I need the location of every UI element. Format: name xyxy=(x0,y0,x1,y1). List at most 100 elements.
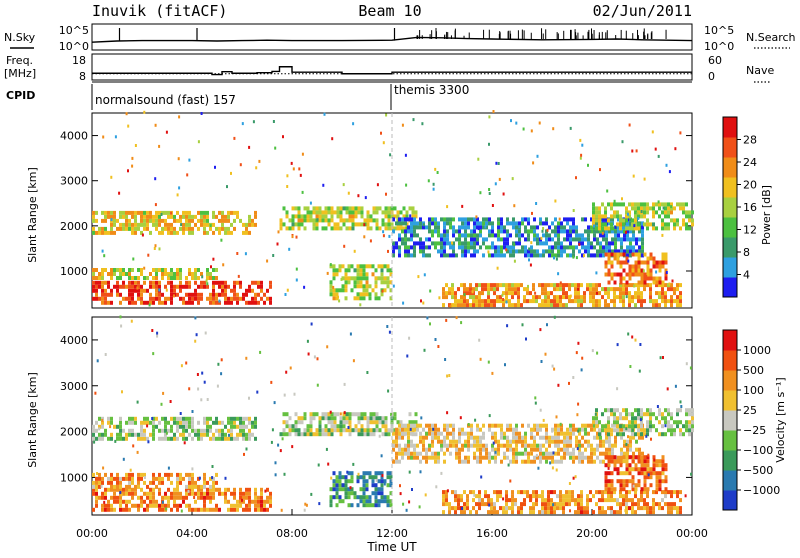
range-cell xyxy=(245,300,248,305)
range-cell xyxy=(545,221,548,226)
range-cell xyxy=(437,435,440,440)
range-cell xyxy=(218,507,221,512)
range-cell xyxy=(344,276,348,281)
range-cell xyxy=(566,427,569,432)
range-cell xyxy=(461,241,464,246)
range-cell xyxy=(284,293,287,296)
range-cell xyxy=(557,229,560,234)
range-cell xyxy=(419,225,422,230)
range-cell xyxy=(629,439,632,444)
range-cell xyxy=(359,296,363,301)
range-cell xyxy=(610,479,614,484)
range-cell xyxy=(446,217,449,222)
range-cell xyxy=(464,225,467,230)
range-cell xyxy=(164,218,167,223)
range-cell xyxy=(170,507,173,512)
range-cell xyxy=(575,351,578,355)
range-cell xyxy=(496,266,499,270)
colorbar-tick-label: 1000 xyxy=(743,344,771,357)
range-cell xyxy=(670,283,673,288)
range-cell xyxy=(613,459,617,464)
range-cell xyxy=(131,296,134,301)
range-cell xyxy=(643,467,647,472)
range-cell xyxy=(152,276,155,280)
range-cell xyxy=(457,299,460,304)
range-cell xyxy=(414,420,418,425)
range-cell xyxy=(631,424,634,429)
range-cell xyxy=(604,252,608,257)
range-cell xyxy=(460,283,463,288)
range-cell xyxy=(131,284,134,289)
range-cell xyxy=(437,439,440,444)
range-cell xyxy=(443,439,446,444)
range-cell xyxy=(455,439,458,444)
range-cell xyxy=(101,476,104,481)
range-cell xyxy=(295,278,298,282)
range-cell xyxy=(374,483,378,488)
range-cell xyxy=(619,287,622,292)
range-cell xyxy=(664,295,667,300)
range-cell xyxy=(338,487,342,492)
range-cell xyxy=(496,283,499,288)
range-cell xyxy=(554,451,557,456)
range-cell xyxy=(449,241,452,246)
range-cell xyxy=(556,494,559,499)
range-cell xyxy=(512,427,515,432)
range-cell xyxy=(107,230,110,235)
range-cell xyxy=(194,339,197,343)
range-cell xyxy=(365,487,369,492)
range-cell xyxy=(442,502,445,507)
range-cell xyxy=(128,210,131,215)
range-cell xyxy=(488,245,491,250)
range-cell xyxy=(257,292,260,297)
range-cell xyxy=(515,431,518,436)
range-cell xyxy=(560,447,563,452)
range-cell xyxy=(473,435,476,440)
range-cell xyxy=(221,280,224,285)
range-cell xyxy=(179,296,182,301)
range-cell xyxy=(518,233,521,238)
range-cell xyxy=(676,283,679,288)
range-cell xyxy=(185,491,188,496)
range-cell xyxy=(667,408,670,413)
range-cell xyxy=(385,192,387,196)
range-cell xyxy=(218,432,221,437)
range-cell xyxy=(374,503,378,508)
range-cell xyxy=(643,455,647,460)
range-cell xyxy=(533,443,536,448)
range-cell xyxy=(161,292,164,297)
colorbar-frame xyxy=(722,329,738,511)
range-cell xyxy=(345,206,349,211)
range-cell xyxy=(167,222,170,227)
range-cell xyxy=(410,431,413,436)
range-cell xyxy=(143,480,146,485)
range-cell xyxy=(538,121,541,125)
range-cell xyxy=(431,217,434,222)
range-cell xyxy=(560,225,563,230)
range-cell xyxy=(269,491,272,496)
range-cell xyxy=(101,416,104,421)
range-cell xyxy=(191,476,194,481)
range-cell xyxy=(336,412,340,417)
range-cell xyxy=(470,233,473,238)
range-cell xyxy=(515,451,518,456)
range-cell xyxy=(167,210,170,215)
range-cell xyxy=(493,490,496,495)
range-cell xyxy=(580,299,583,304)
range-cell xyxy=(281,437,284,441)
range-cell xyxy=(478,498,481,503)
range-cell xyxy=(649,287,652,292)
range-cell xyxy=(128,280,131,285)
range-cell xyxy=(387,210,391,215)
range-cell xyxy=(596,237,599,242)
range-cell xyxy=(536,423,539,428)
range-cell xyxy=(303,508,306,512)
range-cell xyxy=(662,206,665,210)
range-cell xyxy=(297,420,301,425)
range-cell xyxy=(131,210,134,215)
range-cell xyxy=(381,424,385,429)
range-cell xyxy=(131,222,134,227)
range-cell xyxy=(539,217,542,222)
range-cell xyxy=(518,229,521,234)
range-cell xyxy=(500,217,503,222)
